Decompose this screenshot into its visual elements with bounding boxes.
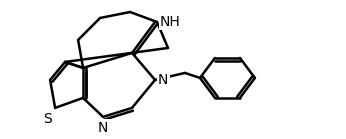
Text: S: S [42,111,50,124]
Text: NH: NH [158,14,180,28]
Text: S: S [43,112,52,126]
Text: N: N [98,121,108,135]
Text: N: N [157,73,168,86]
Text: NH: NH [160,15,181,29]
Text: N: N [158,73,169,87]
Text: N: N [98,122,109,135]
